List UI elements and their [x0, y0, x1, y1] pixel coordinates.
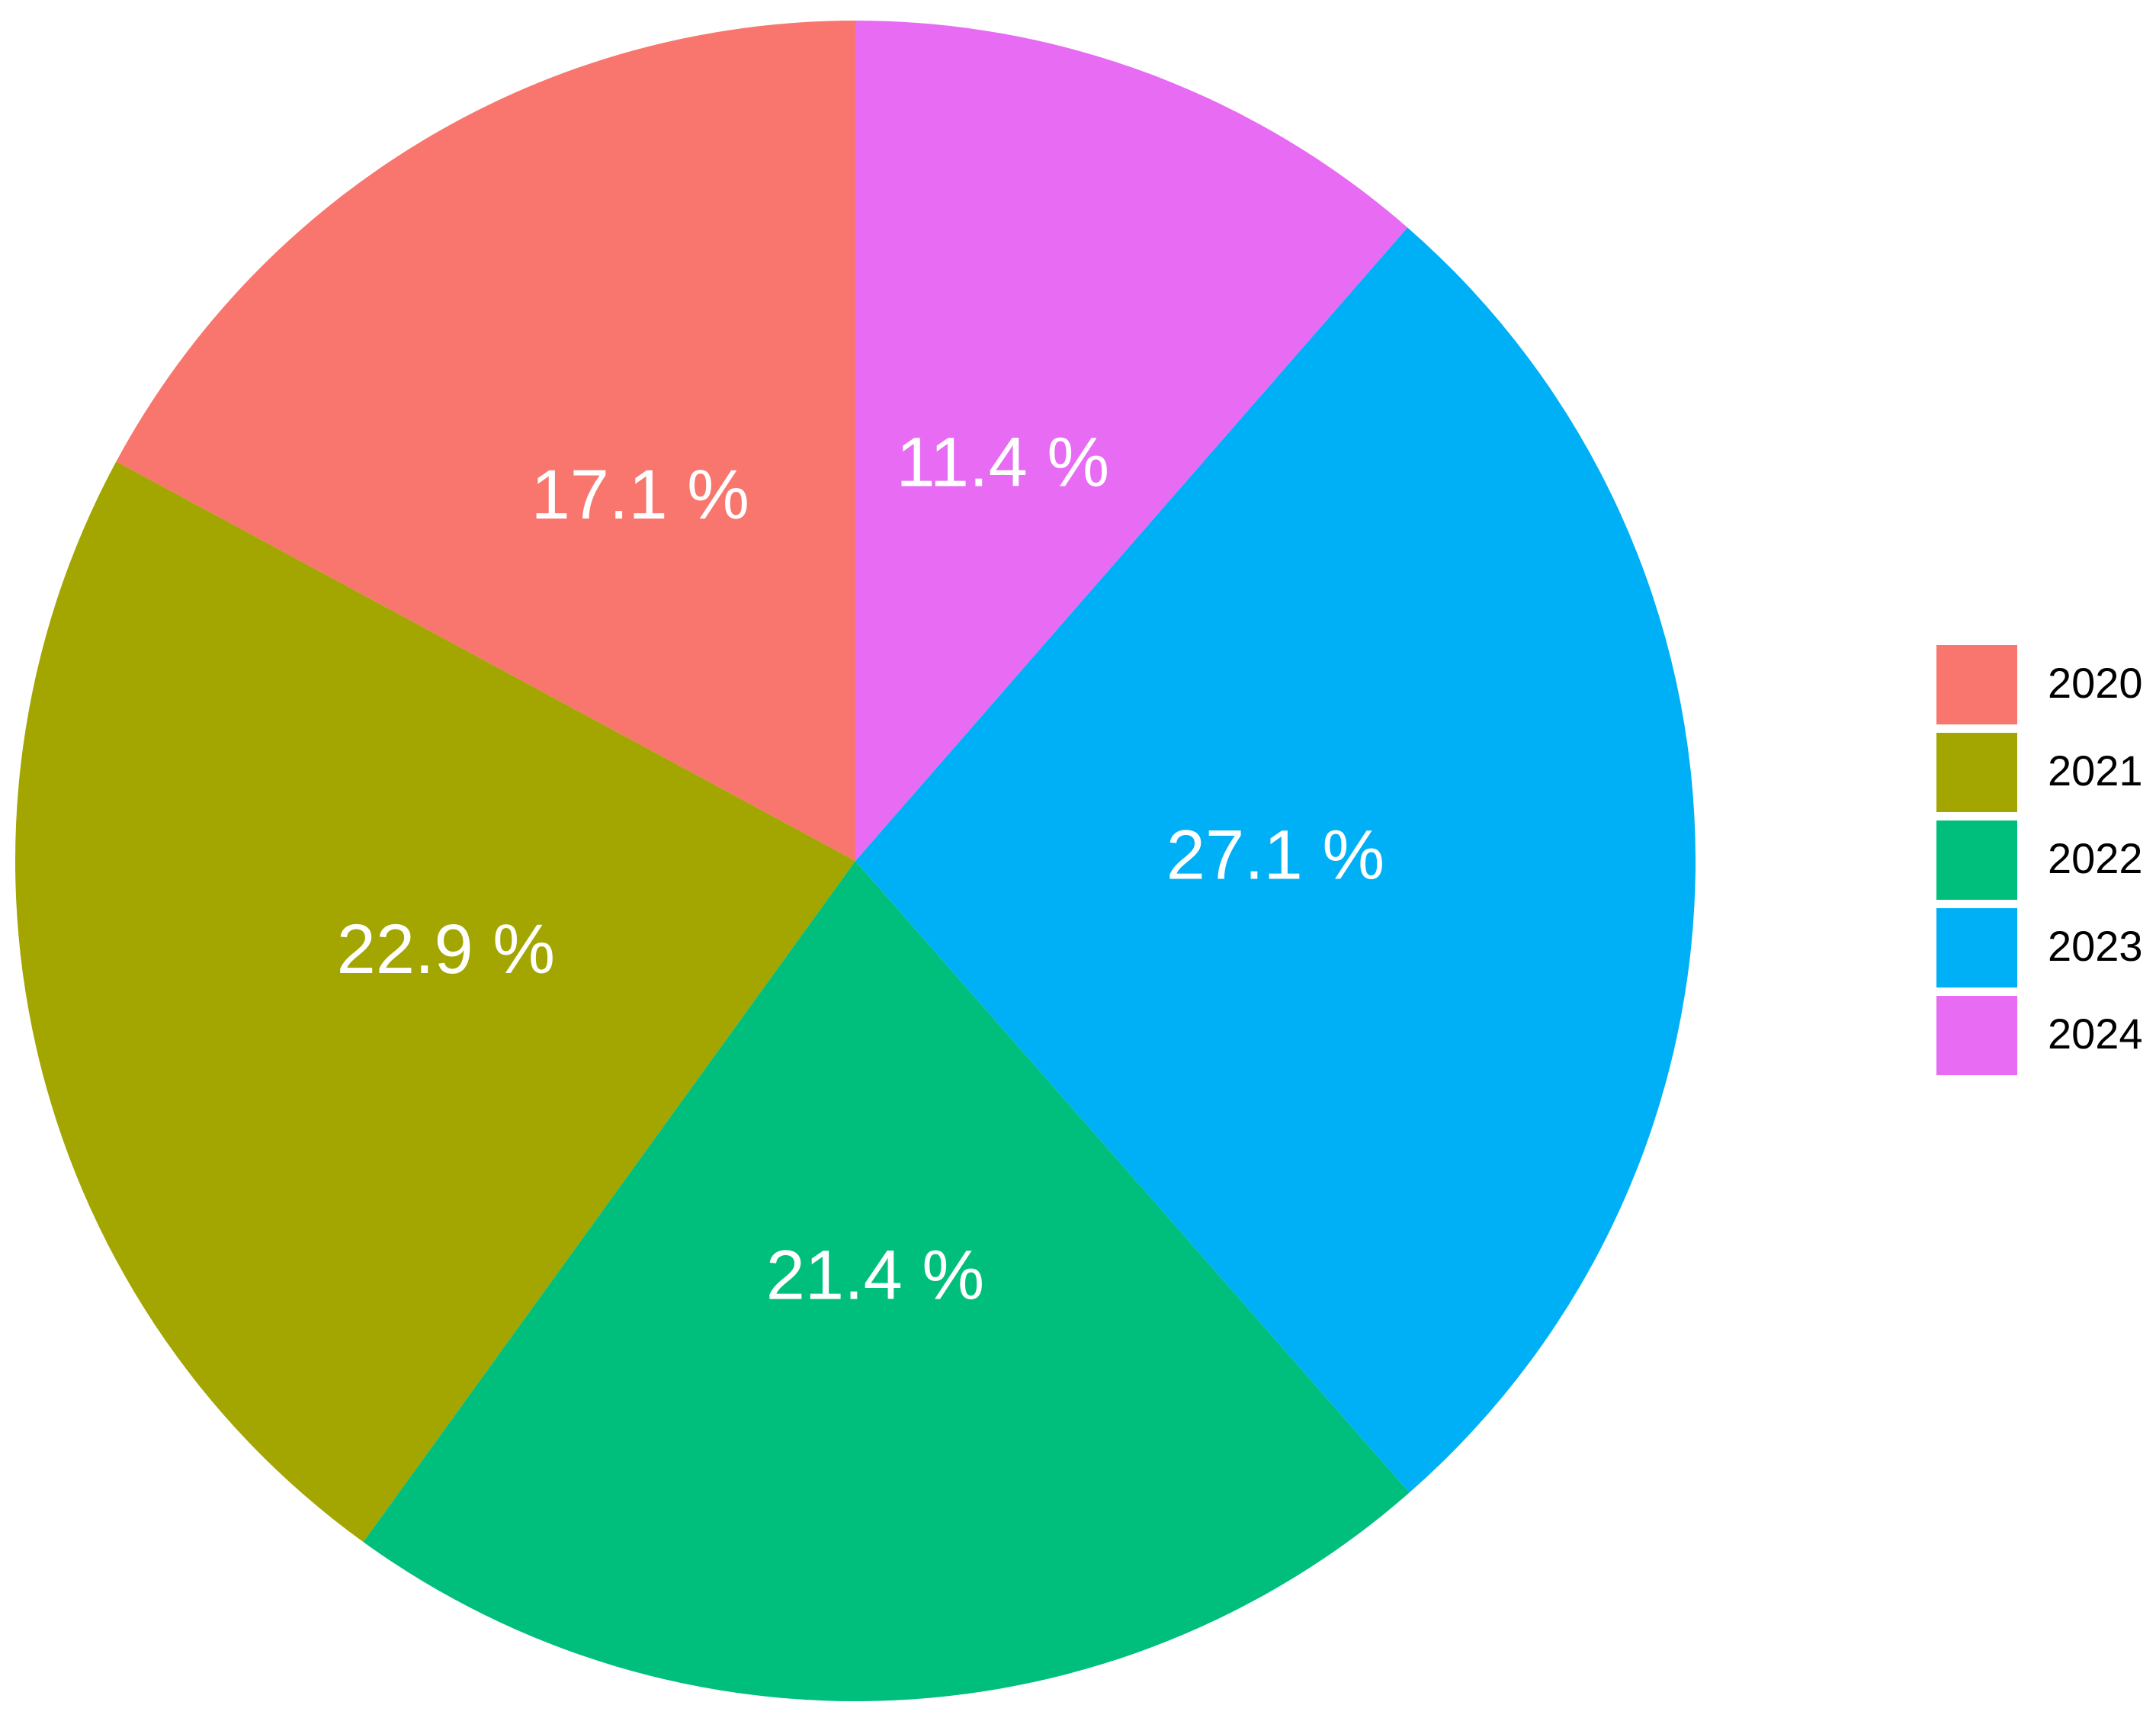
data-label: 17.1 % [531, 456, 749, 534]
data-label: 27.1 % [1166, 816, 1384, 894]
legend-key [1936, 645, 2017, 724]
legend-key [1936, 908, 2017, 987]
pie-slice [116, 21, 855, 861]
pie-slice [855, 227, 1696, 1493]
legend-label: 2022 [2048, 834, 2143, 882]
legend-label: 2020 [2048, 659, 2143, 707]
pie-slice [363, 861, 1410, 1701]
legend-label: 2024 [2048, 1010, 2143, 1058]
legend-key [1936, 996, 2017, 1075]
legend-label: 2023 [2048, 922, 2143, 970]
data-label: 22.9 % [337, 910, 555, 988]
pie-slice [855, 21, 1408, 861]
legend-key [1936, 820, 2017, 900]
legend-label: 2021 [2048, 747, 2143, 795]
pie-slice [14, 461, 855, 1543]
data-label: 21.4 % [766, 1237, 984, 1315]
data-label: 11.4 % [897, 423, 1110, 501]
legend-key [1936, 733, 2017, 812]
